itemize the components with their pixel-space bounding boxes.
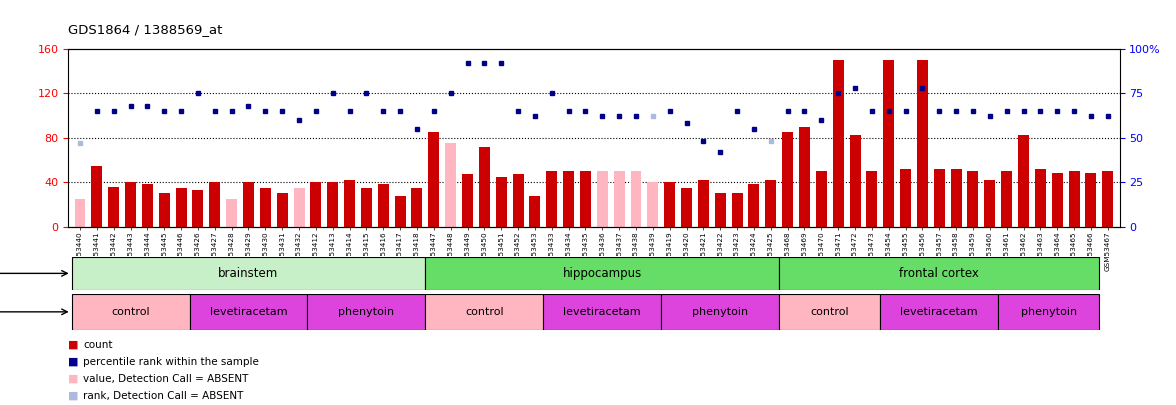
Bar	[900, 169, 911, 227]
Bar	[426, 257, 780, 290]
Bar	[597, 171, 608, 227]
Bar	[1102, 171, 1114, 227]
Text: ■: ■	[68, 340, 79, 350]
Text: percentile rank within the sample: percentile rank within the sample	[83, 357, 260, 367]
Text: tissue: tissue	[0, 269, 67, 278]
Bar	[276, 194, 288, 227]
Bar	[614, 171, 624, 227]
Text: frontal cortex: frontal cortex	[900, 267, 980, 280]
Bar	[1001, 171, 1013, 227]
Bar	[950, 169, 962, 227]
Bar	[209, 182, 220, 227]
Bar	[816, 171, 827, 227]
Bar	[92, 166, 102, 227]
Bar	[529, 196, 541, 227]
Bar	[681, 188, 691, 227]
Bar	[412, 188, 422, 227]
Bar	[1035, 169, 1045, 227]
Bar	[661, 294, 780, 330]
Bar	[547, 171, 557, 227]
Bar	[74, 199, 86, 227]
Bar	[513, 175, 523, 227]
Bar	[580, 171, 590, 227]
Text: GDS1864 / 1388569_at: GDS1864 / 1388569_at	[68, 23, 222, 36]
Bar	[543, 294, 661, 330]
Bar	[998, 294, 1100, 330]
Text: levetiracetam: levetiracetam	[901, 307, 978, 317]
Text: agent: agent	[0, 307, 67, 317]
Bar	[630, 171, 641, 227]
Bar	[307, 294, 426, 330]
Bar	[782, 132, 793, 227]
Bar	[345, 180, 355, 227]
Text: control: control	[810, 307, 849, 317]
Bar	[428, 132, 440, 227]
Bar	[189, 294, 307, 330]
Bar	[833, 60, 843, 227]
Text: phenytoin: phenytoin	[693, 307, 748, 317]
Bar	[917, 60, 928, 227]
Bar	[125, 182, 136, 227]
Text: brainstem: brainstem	[219, 267, 279, 280]
Bar	[1018, 136, 1029, 227]
Bar	[142, 185, 153, 227]
Bar	[984, 180, 995, 227]
Text: phenytoin: phenytoin	[339, 307, 394, 317]
Bar	[563, 171, 574, 227]
Bar	[327, 182, 339, 227]
Bar	[867, 171, 877, 227]
Bar	[377, 185, 389, 227]
Bar	[883, 60, 894, 227]
Text: levetiracetam: levetiracetam	[563, 307, 641, 317]
Bar	[72, 257, 426, 290]
Bar	[310, 182, 321, 227]
Text: ■: ■	[68, 357, 79, 367]
Bar	[260, 188, 270, 227]
Bar	[715, 194, 726, 227]
Bar	[697, 180, 709, 227]
Bar	[780, 294, 881, 330]
Bar	[395, 196, 406, 227]
Bar	[780, 257, 1100, 290]
Text: phenytoin: phenytoin	[1021, 307, 1077, 317]
Bar	[175, 188, 187, 227]
Text: hippocampus: hippocampus	[562, 267, 642, 280]
Text: ■: ■	[68, 391, 79, 401]
Bar	[226, 199, 238, 227]
Bar	[1085, 173, 1096, 227]
Bar	[193, 190, 203, 227]
Text: control: control	[465, 307, 503, 317]
Bar	[446, 143, 456, 227]
Bar	[934, 169, 944, 227]
Bar	[1051, 173, 1063, 227]
Text: rank, Detection Call = ABSENT: rank, Detection Call = ABSENT	[83, 391, 243, 401]
Text: count: count	[83, 340, 113, 350]
Text: ■: ■	[68, 374, 79, 384]
Bar	[361, 188, 372, 227]
Bar	[968, 171, 978, 227]
Bar	[159, 194, 169, 227]
Text: value, Detection Call = ABSENT: value, Detection Call = ABSENT	[83, 374, 249, 384]
Bar	[294, 188, 305, 227]
Bar	[731, 194, 742, 227]
Bar	[1069, 171, 1080, 227]
Bar	[799, 126, 810, 227]
Bar	[108, 187, 119, 227]
Bar	[881, 294, 998, 330]
Bar	[462, 175, 473, 227]
Bar	[748, 185, 760, 227]
Bar	[664, 182, 675, 227]
Bar	[849, 136, 861, 227]
Bar	[72, 294, 189, 330]
Bar	[479, 147, 490, 227]
Text: levetiracetam: levetiracetam	[209, 307, 287, 317]
Bar	[426, 294, 543, 330]
Bar	[496, 177, 507, 227]
Text: control: control	[112, 307, 149, 317]
Bar	[243, 182, 254, 227]
Bar	[647, 182, 659, 227]
Bar	[766, 180, 776, 227]
